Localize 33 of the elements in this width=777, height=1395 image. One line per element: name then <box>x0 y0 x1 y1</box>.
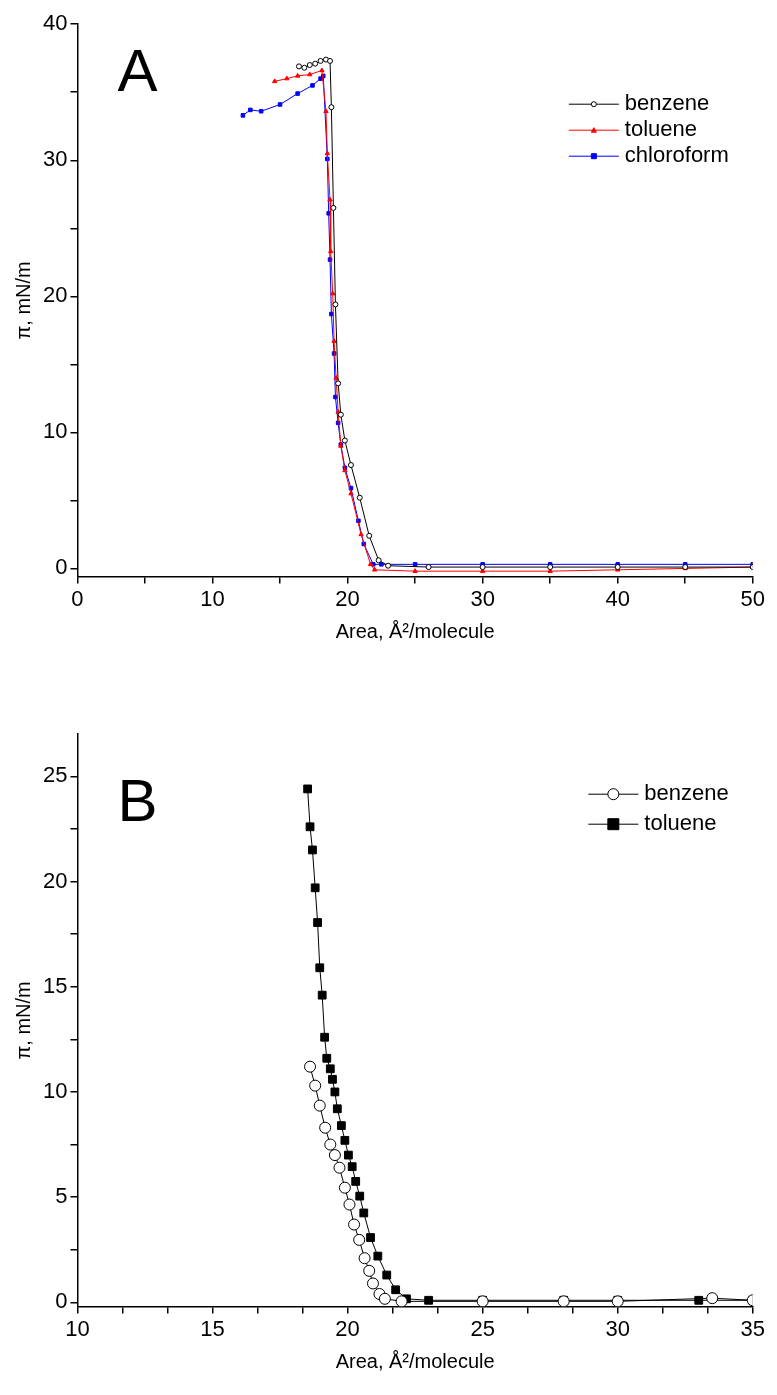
x-tick-label: 30 <box>605 1315 630 1341</box>
x-tick-label: 50 <box>740 585 766 611</box>
y-tick-label: 25 <box>42 762 68 788</box>
x-tick-label: 40 <box>605 585 630 611</box>
x-tick-label: 20 <box>335 585 360 611</box>
y-axis-title: π, mN/m <box>11 981 34 1060</box>
legend-label: toluene <box>624 116 698 142</box>
x-tick-label: 20 <box>335 1315 360 1341</box>
legend-label: chloroform <box>624 142 729 168</box>
x-tick-label: 30 <box>470 585 495 611</box>
x-tick-label: 0 <box>71 585 84 611</box>
legend-label: benzene <box>624 90 710 116</box>
x-axis-title: Area, Å²/molecule <box>335 1349 495 1372</box>
legend-label: benzene <box>644 780 729 806</box>
y-tick-label: 10 <box>42 1078 68 1104</box>
annotation: A <box>117 36 158 104</box>
y-tick-label: 5 <box>55 1183 68 1209</box>
annotation: B <box>117 766 158 834</box>
y-tick-label: 15 <box>42 972 68 998</box>
y-tick-label: 10 <box>42 418 68 444</box>
y-tick-label: 0 <box>55 1288 68 1314</box>
x-axis-title: Area, Å²/molecule <box>335 619 495 642</box>
legend-label: toluene <box>644 810 717 836</box>
y-tick-label: 30 <box>42 146 68 172</box>
y-tick-label: 40 <box>42 10 68 36</box>
y-axis-title: π, mN/m <box>11 261 34 340</box>
y-tick-label: 20 <box>42 282 68 308</box>
x-tick-label: 10 <box>200 585 225 611</box>
x-tick-label: 35 <box>740 1315 766 1341</box>
y-tick-label: 0 <box>55 554 68 580</box>
x-tick-label: 25 <box>470 1315 495 1341</box>
y-tick-label: 20 <box>42 867 68 893</box>
x-tick-label: 15 <box>200 1315 225 1341</box>
